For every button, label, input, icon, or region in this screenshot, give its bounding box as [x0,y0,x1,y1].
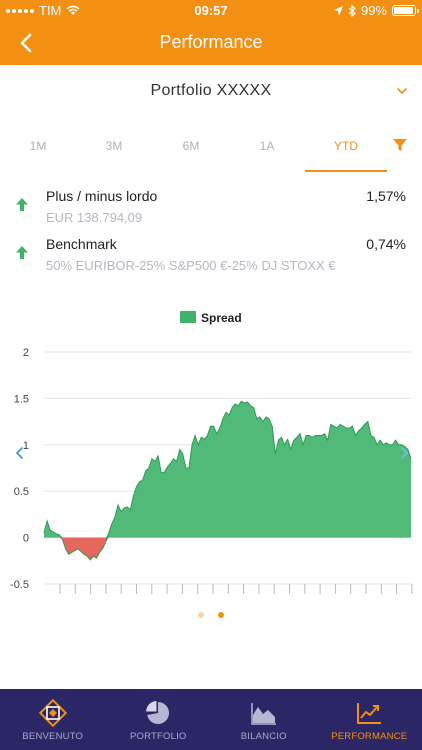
y-tick-label: 1 [23,440,29,452]
arrow-up-icon [16,246,28,259]
metric-subtext: 50% EURIBOR-25% S&P500 €-25% DJ STOXX € [46,258,336,273]
battery-icon [392,5,419,16]
legend-swatch [180,311,196,323]
bottom-tab-bar: BENVENUTO PORTFOLIO BILANCIO PERFORMANCE [0,689,422,750]
back-button[interactable] [12,29,40,57]
metric-value: 1,57% [366,188,406,204]
battery-percent: 99% [360,3,387,18]
period-tabs: 1M 3M 6M 1A YTD [0,128,422,172]
tab-6m[interactable]: 6M [153,128,229,172]
y-tick-label: 0 [23,533,29,545]
y-tick-label: 1.5 [14,393,29,405]
tab-label: 1M [29,139,47,153]
area-chart-icon [251,703,276,725]
tab-label: 6M [182,139,200,153]
spread-negative-area [44,537,411,560]
tabbar-benvenuto[interactable]: BENVENUTO [0,689,106,750]
carrier-label: TIM [39,3,62,18]
tab-label: 1A [259,139,275,153]
metric-plus-minus: Plus / minus lordo EUR 138.794,09 1,57% [0,180,422,228]
arrow-up-icon [16,198,28,211]
portfolio-name: Portfolio XXXXX [150,82,272,99]
legend-label: Spread [201,311,242,325]
status-time: 09:57 [194,3,228,18]
tabbar-portfolio[interactable]: PORTFOLIO [106,689,212,750]
y-tick-label: 0.5 [14,486,29,498]
chart-scroll-left-icon[interactable] [15,447,23,459]
tabbar-label: BENVENUTO [22,731,84,742]
page-indicator [0,612,422,618]
trend-chart-icon [357,703,382,724]
wifi-icon [66,5,80,15]
spread-chart[interactable]: Spread 2 1.5 1 0.5 0 -0.5 [0,300,422,600]
tab-ytd[interactable]: YTD [305,128,387,172]
metric-subtext: EUR 138.794,09 [46,210,143,225]
page-dot[interactable] [218,612,224,618]
status-right: 99% [333,3,419,18]
chevron-down-icon[interactable] [395,86,409,96]
y-tick-label: -0.5 [10,579,29,591]
tab-3m[interactable]: 3M [76,128,152,172]
y-tick-label: 2 [23,347,29,359]
tab-active-indicator [305,170,387,172]
chart-svg: Spread 2 1.5 1 0.5 0 -0.5 [10,311,413,594]
logo-icon [38,699,67,727]
chevron-left-icon [20,33,32,53]
tabbar-performance[interactable]: PERFORMANCE [317,689,422,750]
tab-1m[interactable]: 1M [0,128,76,172]
portfolio-selector[interactable]: Portfolio XXXXX [0,65,422,117]
tabbar-bilancio[interactable]: BILANCIO [211,689,317,750]
status-bar: TIM 09:57 99% [0,0,422,21]
tabbar-label: PORTFOLIO [129,731,187,742]
tabbar-label: PERFORMANCE [331,731,408,742]
spread-positive-area [44,401,411,538]
page-title: Performance [159,32,263,52]
pie-chart-icon [146,701,170,724]
signal-icon [6,8,34,13]
filter-icon[interactable] [392,137,408,153]
tab-1a[interactable]: 1A [229,128,305,172]
metric-value: 0,74% [366,236,406,252]
page-dot[interactable] [198,612,204,618]
tabbar-label: BILANCIO [240,731,287,742]
metric-benchmark: Benchmark 50% EURIBOR-25% S&P500 €-25% D… [0,228,422,276]
tab-label: YTD [334,139,358,153]
bluetooth-icon [348,4,356,17]
tab-label: 3M [105,139,123,153]
location-icon [333,5,343,16]
spread-line [43,400,412,561]
chart-scroll-right-icon[interactable] [401,447,409,459]
nav-bar: Performance [0,21,422,65]
metric-label: Plus / minus lordo [46,188,158,204]
status-left: TIM [6,3,80,18]
metric-label: Benchmark [46,236,117,252]
